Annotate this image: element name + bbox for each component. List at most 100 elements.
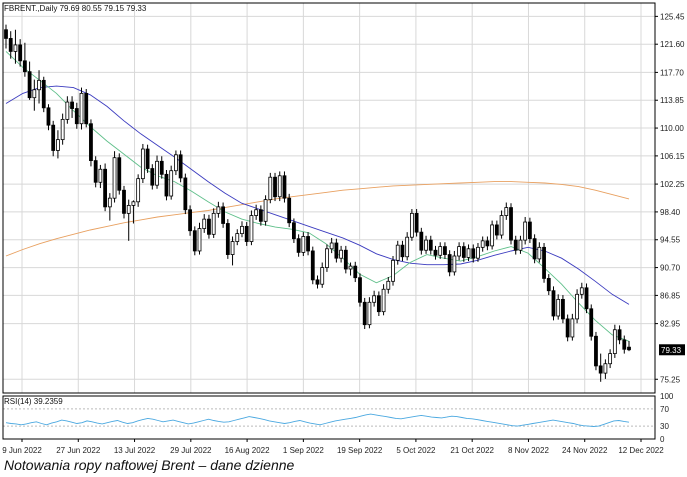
x-tick-label: 29 Jul 2022 [170, 446, 212, 455]
candle [13, 29, 18, 64]
candle-body-bear [178, 154, 183, 179]
candle-body-bear [8, 38, 13, 52]
candle-body-bear [584, 287, 589, 310]
candle [60, 113, 65, 145]
candle [164, 169, 169, 201]
candle-body-bull [56, 139, 60, 151]
candle [89, 119, 93, 167]
candle [207, 214, 211, 239]
candle [320, 262, 325, 288]
candle [376, 291, 381, 317]
candle [608, 349, 613, 369]
candle-body-bull [169, 170, 174, 197]
candle-body-bear [433, 249, 438, 256]
x-tick-label: 13 Jul 2022 [114, 446, 156, 455]
candle-body-bear [546, 278, 551, 292]
candle-body-bull [612, 329, 617, 355]
candle-body-bear [150, 168, 155, 186]
candle-body-bear [188, 209, 192, 232]
x-tick-label: 16 Aug 2022 [225, 446, 270, 455]
candle-body-bear [561, 298, 565, 320]
candle [244, 222, 249, 246]
candle [589, 304, 594, 341]
candle-body-bull [480, 240, 485, 248]
x-tick-label: 24 Nov 2022 [562, 446, 608, 455]
rsi-tick-label: 70 [660, 405, 669, 414]
candle-body-bull [395, 244, 400, 261]
candle [93, 156, 98, 188]
candle-body-bear [159, 160, 164, 175]
candle [79, 87, 84, 130]
candle-body-bull [301, 236, 306, 253]
candle [131, 200, 136, 224]
candle [480, 236, 485, 252]
candle [197, 222, 202, 255]
candle [192, 226, 197, 256]
candle-body-bull [140, 148, 145, 180]
candle [443, 242, 447, 259]
ma-mid-line [5, 85, 630, 305]
candle [37, 70, 41, 104]
candle [240, 221, 244, 238]
candle [594, 331, 598, 371]
ma-slow-line [5, 181, 630, 257]
candle [202, 214, 207, 233]
candle [527, 217, 532, 243]
candle-body-bull [381, 288, 386, 313]
candle [523, 216, 528, 245]
y-tick-label: 121.60 [660, 40, 685, 49]
candle [249, 210, 254, 246]
candle [362, 297, 367, 330]
price-panel-frame [2, 2, 656, 394]
candle-body-bull [112, 157, 117, 199]
candle-body-bull [438, 246, 443, 256]
candle-body-bull [240, 225, 244, 235]
candle [476, 243, 480, 262]
candle [419, 227, 424, 255]
candle [504, 202, 509, 220]
candle-body-bull [131, 201, 136, 206]
candle-body-bull [235, 233, 240, 242]
candle-body-bull [155, 160, 159, 186]
y-tick-label: 117.70 [660, 68, 684, 77]
candle [438, 242, 443, 259]
candle [561, 295, 565, 324]
candle [178, 150, 183, 183]
candle [565, 314, 570, 342]
candle-body-bull [372, 295, 377, 303]
candle-body-bear [527, 221, 532, 240]
candle [306, 232, 310, 256]
candle [579, 282, 584, 299]
candle [296, 234, 301, 257]
candle [513, 235, 518, 255]
candle-body-bear [532, 238, 537, 260]
candle [400, 240, 405, 262]
candle-body-bear [494, 224, 499, 236]
candle [216, 201, 221, 218]
candle-body-bear [244, 225, 249, 242]
candle-body-bull [216, 206, 221, 214]
candle [381, 284, 386, 316]
candle-body-bull [348, 265, 353, 270]
candle [277, 171, 282, 202]
candle-body-bull [457, 246, 461, 257]
candle [292, 218, 296, 243]
candle-body-bear [41, 79, 46, 109]
candle [424, 235, 428, 254]
candle [537, 242, 542, 263]
candle [499, 210, 504, 239]
ma-slow-layer [5, 181, 630, 257]
candle-body-bear [343, 249, 348, 270]
candle-body-bear [414, 212, 419, 233]
candle [74, 102, 79, 129]
candle [405, 232, 410, 261]
candle-body-bear [258, 209, 263, 222]
candle [367, 297, 372, 329]
candle-body-bull [197, 228, 202, 252]
candle [122, 185, 126, 219]
grid [3, 3, 655, 393]
candle-body-bear [183, 177, 188, 211]
candle [612, 324, 617, 358]
candle-body-bull [249, 215, 254, 242]
candle [136, 174, 141, 207]
